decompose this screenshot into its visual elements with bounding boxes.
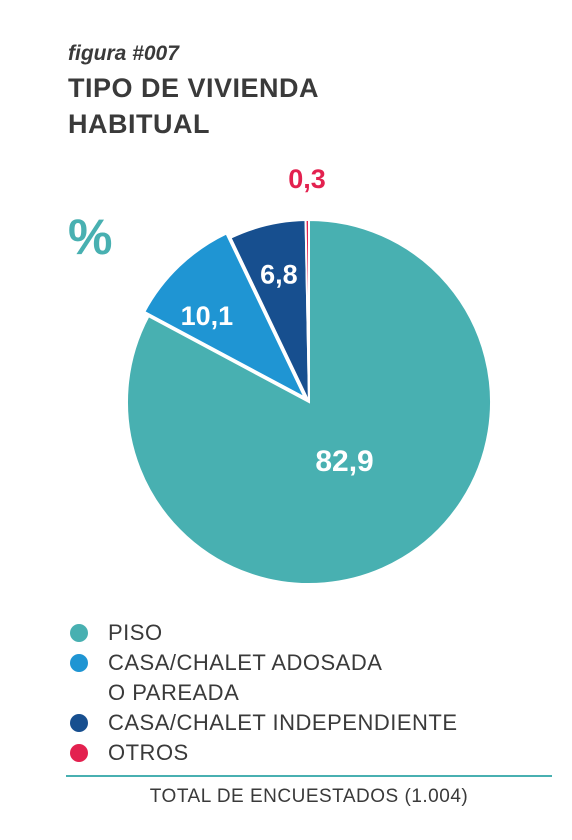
pie-chart: 82,9 10,1 6,8 0,3 (126, 164, 492, 585)
slice-value-label: 0,3 (288, 164, 326, 194)
legend-label: OTROS (108, 740, 189, 765)
pie-slice (304, 218, 310, 403)
footer-divider (66, 775, 552, 777)
pie-slice (126, 218, 492, 585)
legend-item: CASA/CHALET ADOSADA O PAREADA (70, 648, 550, 708)
chart-legend: PISO CASA/CHALET ADOSADA O PAREADA CASA/… (70, 618, 550, 768)
slice-value-label: 10,1 (181, 301, 234, 331)
legend-item: OTROS (70, 738, 550, 768)
legend-item: CASA/CHALET INDEPENDIENTE (70, 708, 550, 738)
figure-label: figura #007 (68, 42, 179, 65)
pie-slice (143, 232, 308, 400)
legend-swatch (70, 744, 88, 762)
legend-label: CASA/CHALET INDEPENDIENTE (108, 710, 458, 735)
legend-label: PISO (108, 620, 163, 645)
slice-value-label: 6,8 (260, 259, 298, 289)
legend-swatch (70, 714, 88, 732)
slice-value-label: 82,9 (315, 445, 373, 478)
legend-label: CASA/CHALET ADOSADA O PAREADA (108, 650, 383, 705)
chart-title: TIPO DE VIVIENDA HABITUAL (68, 73, 320, 139)
unit-label: % (68, 209, 113, 265)
legend-swatch (70, 654, 88, 672)
respondents-total: TOTAL DE ENCUESTADOS (1.004) (149, 786, 469, 807)
legend-item: PISO (70, 618, 550, 648)
legend-swatch (70, 624, 88, 642)
